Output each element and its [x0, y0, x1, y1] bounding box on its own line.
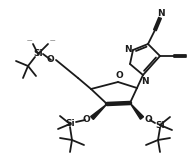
Text: —: —: [26, 39, 32, 43]
Text: O: O: [144, 115, 152, 124]
Text: N: N: [141, 76, 149, 85]
Text: O: O: [82, 115, 90, 124]
Text: O: O: [115, 72, 123, 80]
Text: O: O: [46, 55, 54, 64]
Text: N: N: [157, 9, 165, 18]
Text: Si: Si: [155, 121, 165, 130]
Polygon shape: [130, 103, 144, 119]
Text: —: —: [49, 39, 55, 43]
Text: Si: Si: [65, 119, 75, 128]
Text: N: N: [124, 45, 132, 54]
Polygon shape: [91, 104, 107, 119]
Text: Si: Si: [33, 49, 43, 58]
